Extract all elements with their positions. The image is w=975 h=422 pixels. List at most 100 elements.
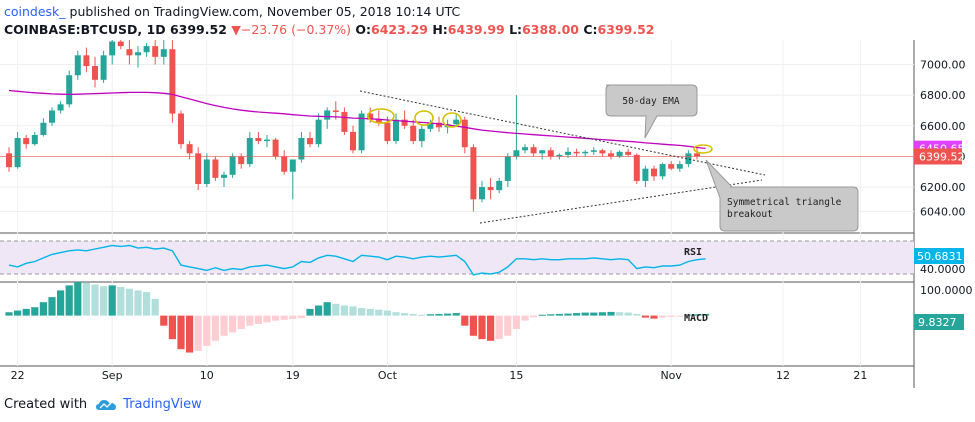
macd-bar: [659, 315, 667, 318]
candle-body: [522, 147, 528, 151]
candle: [169, 40, 176, 123]
candle: [642, 165, 649, 188]
candle-body: [350, 131, 356, 151]
x-tick-label: 21: [853, 369, 867, 382]
macd-bar: [349, 306, 357, 316]
chart-area[interactable]: RSI MACD 50-day EMA Symmetrical triangle…: [0, 40, 975, 388]
macd-bar: [280, 315, 288, 320]
high-label: H:: [432, 22, 448, 37]
candle: [264, 134, 270, 148]
tradingview-brand-text[interactable]: TradingView: [123, 397, 202, 412]
candle-body: [393, 119, 399, 142]
candle-body: [92, 66, 98, 80]
candle: [659, 162, 666, 180]
macd-bar: [512, 315, 520, 330]
macd-bar: [48, 297, 56, 316]
ema-callout-text: 50-day EMA: [622, 96, 679, 107]
candle-body: [453, 119, 460, 125]
macd-bar: [263, 315, 271, 323]
cloud-icon: [96, 399, 117, 410]
candle-body: [117, 41, 124, 47]
candle: [221, 171, 227, 188]
candle: [203, 153, 210, 188]
price-tick-label: 6200.00: [920, 181, 966, 194]
macd-bar: [229, 315, 237, 333]
price-tick-label: 6600.00: [920, 120, 966, 133]
macd-bar: [177, 315, 185, 350]
macd-tick-label: 100.0000: [920, 284, 973, 297]
candle-body: [74, 55, 81, 76]
candle: [195, 147, 202, 191]
candle-body: [582, 151, 589, 154]
macd-bar: [254, 315, 262, 324]
candle: [393, 113, 399, 145]
candle-body: [307, 138, 313, 145]
candle-body: [539, 150, 546, 154]
footer: Created with TradingView: [4, 397, 202, 412]
candle-body: [195, 153, 202, 184]
macd-bar: [590, 312, 598, 316]
low-value: 6388.00: [522, 22, 579, 37]
macd-bar: [246, 315, 254, 326]
rsi-value-label: 50.6831: [917, 250, 963, 263]
candle: [57, 101, 64, 114]
candle-body: [633, 154, 640, 181]
candle: [324, 107, 331, 129]
candle: [582, 150, 589, 157]
candle-body: [573, 151, 580, 154]
macd-bar: [401, 313, 409, 316]
macd-bar: [332, 303, 340, 316]
candle-body: [246, 138, 253, 165]
candle-body: [186, 144, 193, 154]
candle: [83, 47, 90, 73]
candle-body: [135, 52, 141, 56]
rsi-tick-label: 40.0000: [920, 263, 966, 276]
down-arrow-icon: ▼: [231, 22, 241, 37]
candle: [74, 50, 81, 80]
author-link[interactable]: coindesk_: [4, 4, 66, 19]
macd-bar: [676, 315, 684, 317]
candle-body: [659, 164, 666, 177]
price-tag: [914, 148, 962, 165]
candle-body: [14, 138, 21, 168]
macd-bar: [521, 315, 529, 321]
macd-value-label: 9.8327: [918, 316, 957, 329]
macd-bar: [487, 315, 495, 341]
candle-body: [31, 134, 38, 145]
quote-line: COINBASE:BTCUSD, 1D 6399.52 ▼−23.76 (−0.…: [4, 22, 654, 37]
candle: [126, 40, 133, 65]
candle: [676, 161, 683, 172]
candle: [599, 148, 606, 157]
candle: [694, 147, 700, 160]
candle-body: [418, 128, 425, 142]
x-tick-label: 22: [11, 369, 25, 382]
candle: [341, 107, 348, 135]
macd-bar: [91, 284, 99, 316]
tradingview-link[interactable]: TradingView: [95, 397, 202, 412]
macd-bar: [108, 285, 116, 316]
macd-bar: [315, 305, 323, 316]
candle-body: [152, 46, 159, 57]
macd-bar: [194, 315, 202, 351]
candle-body: [625, 151, 632, 155]
candle: [358, 110, 365, 154]
candle: [31, 131, 38, 146]
created-with-text: Created with: [4, 397, 88, 412]
candle: [117, 40, 124, 50]
candle: [135, 46, 141, 68]
candle-body: [479, 187, 485, 200]
x-tick-label: 12: [776, 369, 790, 382]
macd-bar: [22, 308, 30, 316]
candle: [427, 119, 434, 132]
macd-bar: [469, 315, 477, 336]
candle: [539, 150, 546, 160]
candle: [307, 131, 313, 148]
candle: [453, 113, 460, 126]
candle-body: [496, 180, 503, 191]
candle-body: [298, 138, 305, 160]
price-panel: [0, 40, 914, 212]
macd-bar: [564, 313, 572, 316]
candle-body: [547, 150, 554, 157]
candle-body: [238, 156, 245, 165]
candle: [418, 125, 425, 148]
